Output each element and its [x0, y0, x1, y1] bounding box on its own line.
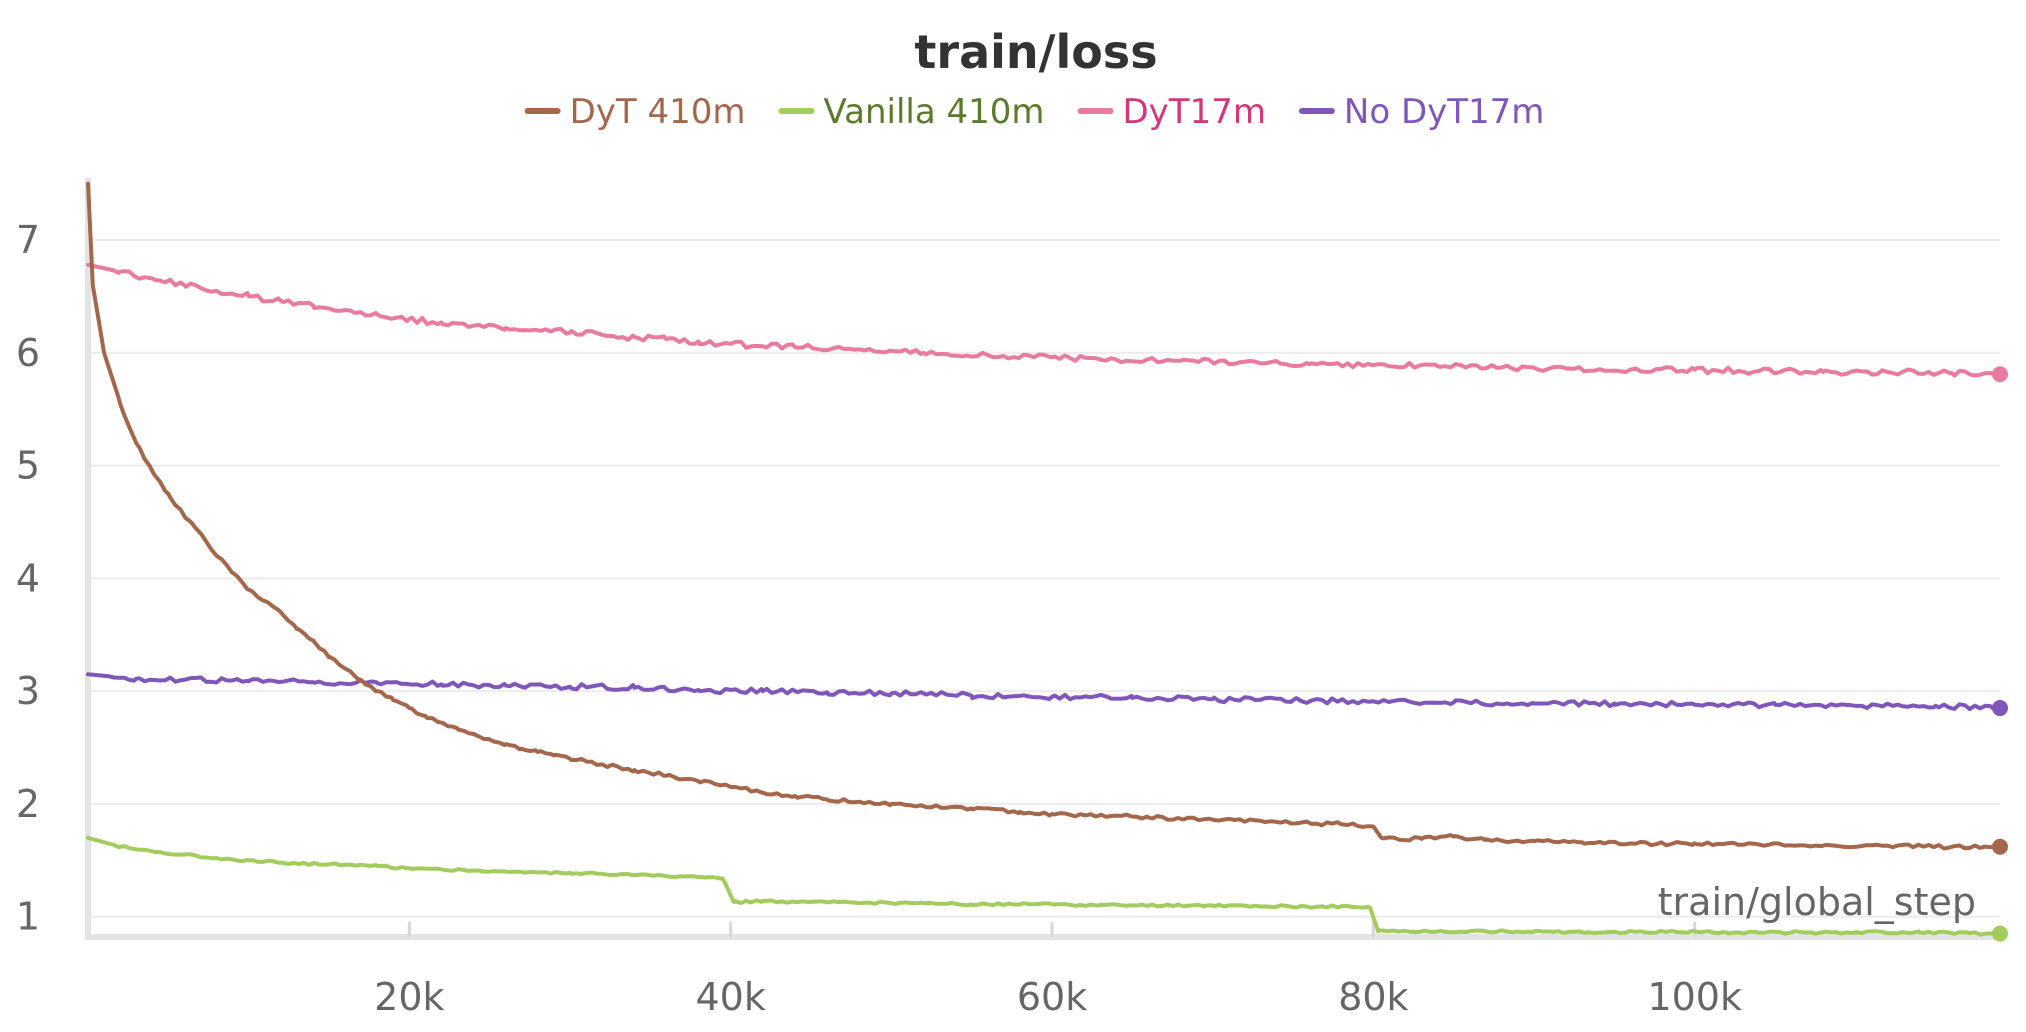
legend-label: Vanilla 410m	[824, 92, 1045, 132]
legend-item-vanilla-410m[interactable]: Vanilla 410m	[778, 92, 1045, 132]
series-endpoint	[1992, 925, 2008, 942]
y-tick-label: 1	[16, 895, 40, 939]
series-line-vanilla-410m	[86, 835, 2002, 937]
y-tick-label: 4	[16, 556, 40, 600]
chart-title: train/loss	[914, 25, 1157, 79]
y-axis-ticks: 1 2 3 4 5 6 7	[16, 218, 40, 939]
legend-label: DyT 410m	[570, 92, 746, 132]
legend-label: No DyT17m	[1344, 92, 1545, 132]
x-tick-label: 40k	[696, 975, 766, 1019]
series-endpoint	[1992, 838, 2008, 855]
x-axis-title: train/global_step	[1658, 880, 1976, 924]
legend-label: DyT17m	[1123, 92, 1266, 132]
series-layer	[86, 181, 2002, 937]
y-tick-label: 5	[16, 444, 40, 488]
y-tick-label: 2	[16, 782, 40, 826]
x-tick-label: 20k	[374, 975, 444, 1019]
x-axis-ticks: 20k 40k 60k 80k 100k	[374, 922, 1742, 1019]
series-endpoint	[1992, 700, 2008, 717]
series-endpoint	[1992, 366, 2008, 383]
series-line-dyt17m	[86, 262, 2002, 378]
x-tick-label: 80k	[1338, 975, 1408, 1019]
series-endpoints	[1992, 366, 2008, 942]
legend-item-no-dyt17m[interactable]: No DyT17m	[1298, 92, 1545, 132]
y-tick-label: 7	[16, 218, 40, 262]
x-tick-label: 60k	[1017, 975, 1087, 1019]
series-line-no-dyt17m	[86, 672, 2002, 713]
x-tick-label: 100k	[1647, 975, 1742, 1019]
axes	[85, 178, 2000, 940]
gridlines	[88, 239, 2000, 918]
legend-item-dyt17m[interactable]: DyT17m	[1077, 92, 1266, 132]
y-tick-label: 6	[16, 331, 40, 375]
series-line-dyt-410m	[86, 181, 2002, 851]
chart-legend: DyT 410m Vanilla 410m DyT17m No DyT17m	[524, 92, 1545, 132]
legend-item-dyt-410m[interactable]: DyT 410m	[524, 92, 746, 132]
y-tick-label: 3	[16, 669, 40, 713]
